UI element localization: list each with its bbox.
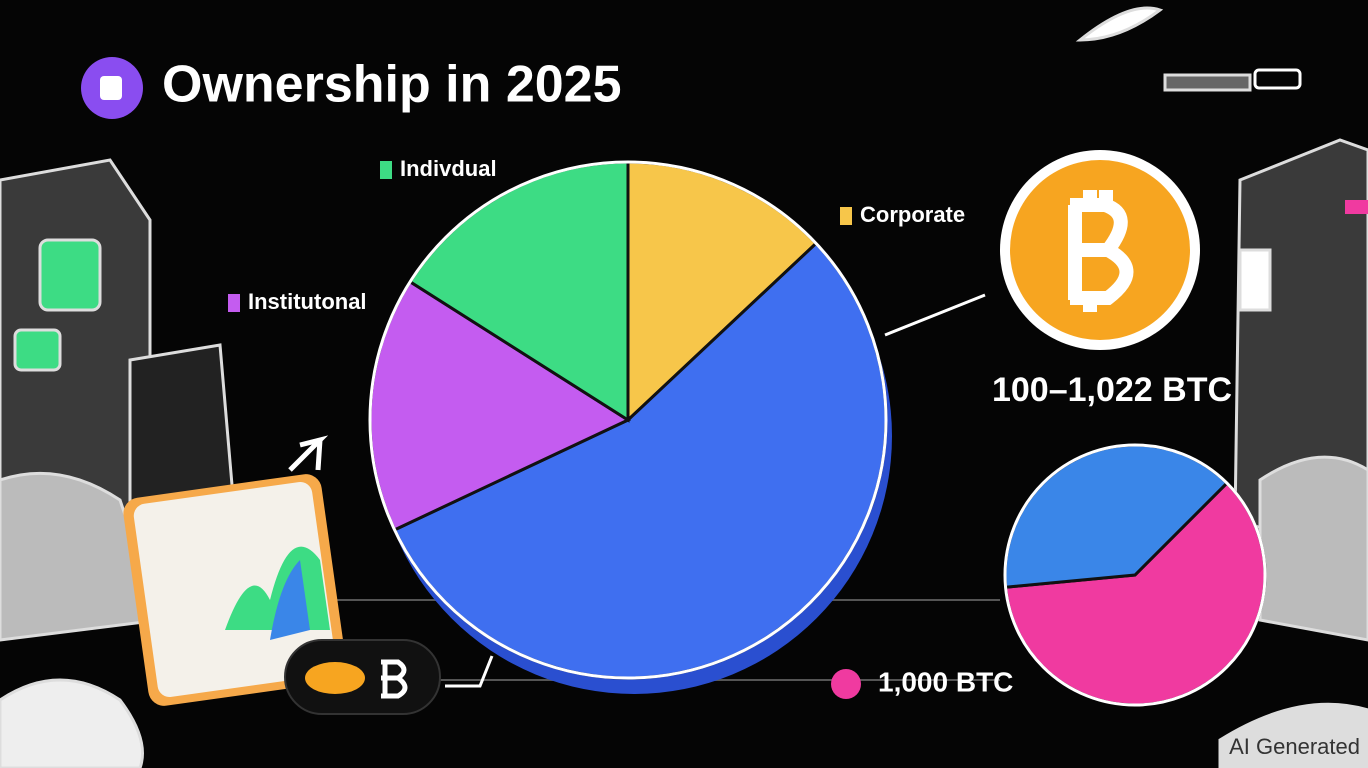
dashboard-card [123, 435, 494, 715]
legend-swatch [380, 161, 392, 179]
bitcoin-coin [884, 150, 1200, 350]
annotation: 100–1,022 BTC [992, 371, 1232, 409]
legend-swatch [228, 294, 240, 312]
annotation-swatch [831, 669, 861, 699]
logo-mark [100, 76, 122, 100]
annotation: 1,000 BTC [878, 666, 1013, 697]
legend-label: Institutonal [248, 289, 367, 314]
chart-title: Ownership in 2025 [162, 56, 622, 114]
legend-swatch [840, 207, 852, 225]
legend-label: Corporate [860, 202, 965, 227]
watermark: AI Generated [1229, 734, 1360, 759]
pie-outline [1003, 443, 1267, 707]
legend-label: Indivdual [400, 156, 497, 181]
pie-outline [368, 160, 888, 680]
